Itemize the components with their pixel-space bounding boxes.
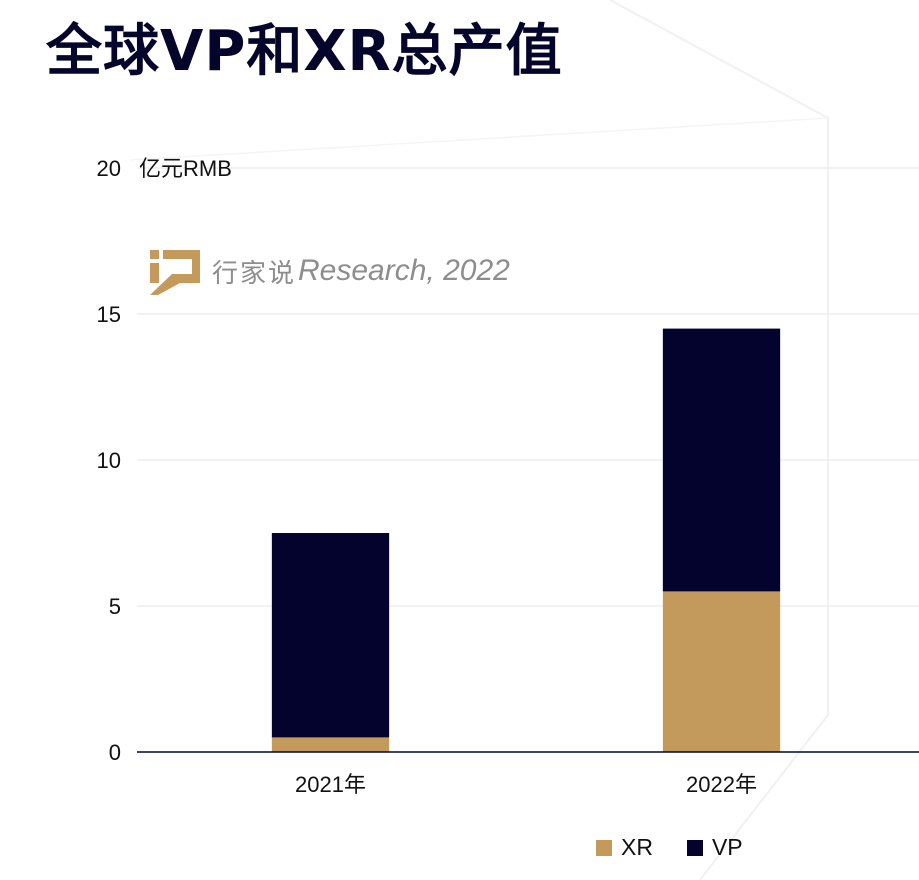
bar-xr-1 (271, 737, 390, 752)
research-logo-icon (150, 250, 200, 295)
x-tick-label-2: 2022年 (686, 772, 757, 797)
y-axis-unit-label: 亿元RMB (139, 156, 232, 181)
legend-swatch-vp (686, 839, 703, 856)
y-tick-label-15: 15 (97, 302, 121, 327)
legend-label-vp: VP (711, 834, 743, 860)
y-axis-ticks: 0 5 10 15 20 (97, 156, 121, 765)
bar-vp-1 (271, 533, 390, 738)
gridlines (137, 167, 919, 607)
watermark-brand: 行家说 (212, 258, 297, 289)
legend-swatch-xr (596, 839, 612, 856)
watermark: 行家说 Research, 2022 (150, 246, 510, 296)
watermark-source: Research, 2022 (298, 254, 510, 287)
legend-label-xr: XR (621, 834, 653, 860)
legend-item-vp: VP (686, 834, 743, 861)
y-tick-label-5: 5 (109, 594, 121, 619)
y-tick-label-0: 0 (109, 740, 121, 765)
legend: XR VP (596, 834, 777, 861)
bar-xr-2 (662, 591, 781, 752)
bar-vp-2 (662, 328, 781, 592)
y-tick-label-10: 10 (97, 448, 121, 473)
y-tick-label-20: 20 (97, 156, 121, 181)
legend-item-xr: XR (596, 834, 653, 861)
x-tick-label-1: 2021年 (295, 772, 366, 797)
x-axis-ticks: 2021年 2022年 (295, 772, 757, 797)
bars (271, 328, 781, 752)
chart-title: 全球VP和XR总产值 (46, 19, 563, 84)
